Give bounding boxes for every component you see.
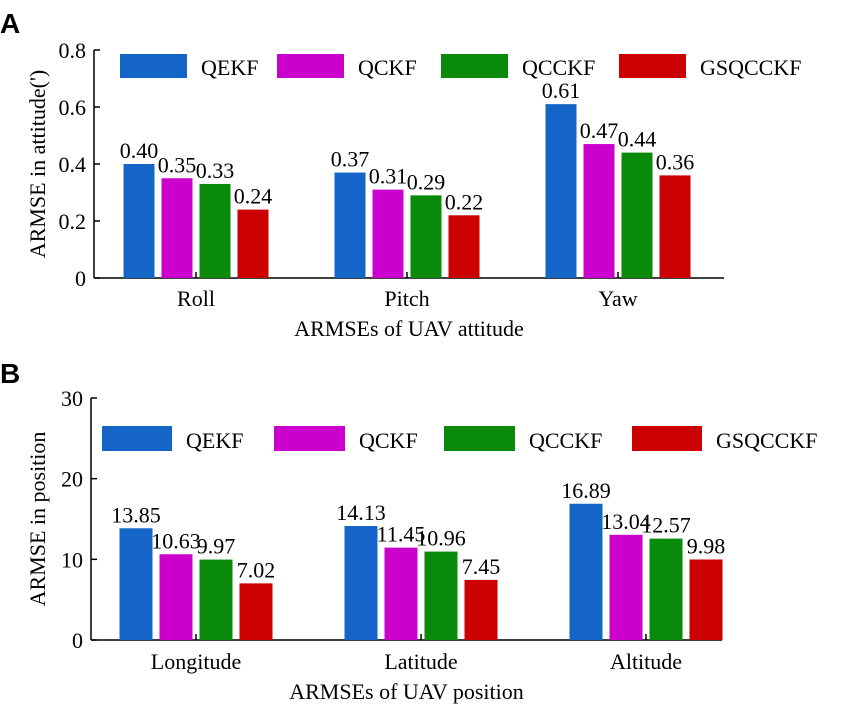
data-label-qckf-longitude: 10.63 (151, 528, 201, 553)
x-tick-label-latitude: Latitude (384, 649, 457, 674)
bar-qekf-pitch (334, 172, 366, 278)
data-label-gsqcckf-longitude: 7.02 (237, 557, 276, 582)
x-tick-label-altitude: Altitude (610, 649, 682, 674)
bar-gsqcckf-latitude (464, 579, 498, 640)
x-axis-title: ARMSEs of UAV attitude (294, 316, 524, 341)
legend-swatch-qekf (102, 426, 172, 451)
data-label-gsqcckf-latitude: 7.45 (462, 554, 501, 579)
legend-swatch-qcckf (441, 54, 508, 78)
data-label-qckf-pitch: 0.31 (369, 164, 408, 189)
legend-swatch-qckf (274, 426, 345, 451)
bar-qcckf-yaw (621, 152, 653, 278)
legend: QEKF QCKF QCCKF GSQCCKF (102, 426, 817, 453)
bar-gsqcckf-roll (237, 209, 269, 278)
legend-label-qckf: QCKF (359, 428, 418, 453)
data-label-qcckf-altitude: 12.57 (641, 513, 691, 538)
x-tick-label-yaw: Yaw (598, 286, 637, 311)
legend-label-qcckf: QCCKF (529, 428, 602, 453)
data-label-qekf-yaw: 0.61 (542, 78, 581, 103)
y-tick-label: 0.8 (59, 38, 87, 63)
y-axis-title: ARMSE in position (25, 432, 50, 607)
bar-qcckf-latitude (424, 551, 458, 640)
bar-qekf-yaw (545, 104, 577, 279)
bar-qekf-latitude (344, 526, 378, 640)
x-axis-title: ARMSEs of UAV position (289, 679, 524, 704)
x-tick-label-longitude: Longitude (151, 649, 241, 674)
legend-swatch-qckf (277, 54, 344, 78)
bar-gsqcckf-longitude (239, 583, 273, 640)
data-label-qekf-pitch: 0.37 (331, 147, 370, 172)
y-tick-label: 20 (61, 467, 83, 492)
bar-qckf-latitude (384, 547, 418, 640)
data-label-qckf-roll: 0.35 (158, 152, 197, 177)
data-label-qckf-latitude: 11.45 (377, 522, 426, 547)
bar-gsqcckf-altitude (689, 559, 723, 640)
data-label-qekf-altitude: 16.89 (561, 478, 611, 503)
data-label-qcckf-longitude: 9.97 (197, 534, 236, 559)
y-tick-label: 0 (75, 266, 86, 291)
bar-qekf-roll (123, 164, 155, 278)
legend-swatch-gsqcckf (619, 54, 686, 78)
bar-qekf-altitude (569, 503, 603, 640)
legend-label-gsqcckf: GSQCCKF (716, 428, 817, 453)
legend-label-qekf: QEKF (201, 55, 258, 80)
bar-qckf-roll (161, 178, 193, 278)
chart-panel-b: B 0 10 20 30 Longitude Latitude Altitude ARMSEs … (0, 358, 817, 704)
y-tick-label: 0.2 (59, 209, 87, 234)
bar-qekf-longitude (119, 528, 153, 640)
bar-qckf-altitude (609, 534, 643, 640)
y-tick-label: 0.6 (59, 95, 87, 120)
legend-label-qckf: QCKF (358, 55, 417, 80)
y-tick-label: 0 (72, 628, 83, 653)
data-label-qekf-latitude: 14.13 (336, 500, 386, 525)
data-label-qckf-yaw: 0.47 (580, 118, 619, 143)
legend-swatch-gsqcckf (632, 426, 702, 451)
panel-letter: A (0, 8, 20, 39)
data-label-qekf-longitude: 13.85 (111, 502, 161, 527)
bar-qckf-pitch (372, 189, 404, 278)
bar-qcckf-roll (199, 183, 231, 278)
data-label-gsqcckf-yaw: 0.36 (656, 149, 695, 174)
y-axis-title: ARMSE in attitude(') (25, 70, 50, 259)
data-label-gsqcckf-altitude: 9.98 (687, 533, 726, 558)
legend: QEKF QCKF QCCKF GSQCCKF (120, 54, 801, 80)
data-label-qcckf-pitch: 0.29 (407, 169, 446, 194)
legend-label-gsqcckf: GSQCCKF (700, 55, 801, 80)
legend-swatch-qcckf (444, 426, 515, 451)
y-tick-label: 30 (61, 386, 83, 411)
bar-gsqcckf-pitch (448, 215, 480, 278)
bar-qcckf-altitude (649, 538, 683, 640)
bar-qcckf-pitch (410, 195, 442, 278)
bar-qckf-yaw (583, 144, 615, 278)
data-label-gsqcckf-pitch: 0.22 (445, 189, 484, 214)
data-label-gsqcckf-roll: 0.24 (234, 184, 273, 209)
data-label-qcckf-roll: 0.33 (196, 158, 235, 183)
data-label-qcckf-latitude: 10.96 (416, 526, 466, 551)
panel-letter: B (0, 358, 20, 389)
data-label-qekf-roll: 0.40 (120, 138, 159, 163)
data-label-qckf-altitude: 13.04 (601, 509, 651, 534)
bar-gsqcckf-yaw (659, 175, 691, 278)
bar-qckf-longitude (159, 554, 193, 640)
y-tick-label: 10 (61, 547, 83, 572)
legend-label-qekf: QEKF (186, 428, 243, 453)
chart-panel-a: A 0 0.2 0.4 0.6 0.8 Roll Pitch Yaw ARMSEs of UAV … (0, 8, 801, 341)
legend-label-qcckf: QCCKF (522, 55, 595, 80)
data-label-qcckf-yaw: 0.44 (618, 127, 657, 152)
legend-swatch-qekf (120, 54, 187, 78)
bar-qcckf-longitude (199, 559, 233, 640)
x-tick-label-pitch: Pitch (384, 286, 429, 311)
y-tick-label: 0.4 (59, 152, 87, 177)
x-tick-label-roll: Roll (177, 286, 215, 311)
